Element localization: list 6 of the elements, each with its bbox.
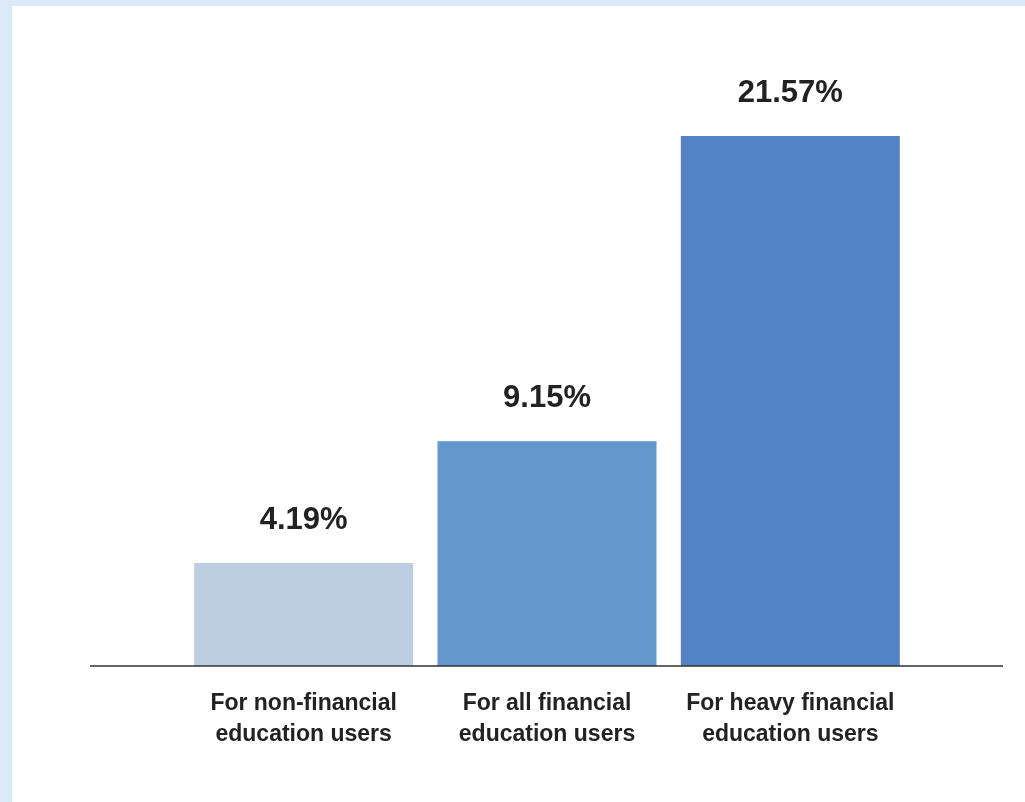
x-tick-label: For heavy financial education users xyxy=(686,689,895,746)
data-label: 4.19% xyxy=(259,501,348,537)
data-label: 9.15% xyxy=(503,379,591,415)
x-tick-label: For non-financial education users xyxy=(210,689,397,746)
x-tick-label: For all financial education users xyxy=(458,689,636,746)
data-label: 21.57% xyxy=(737,74,843,109)
